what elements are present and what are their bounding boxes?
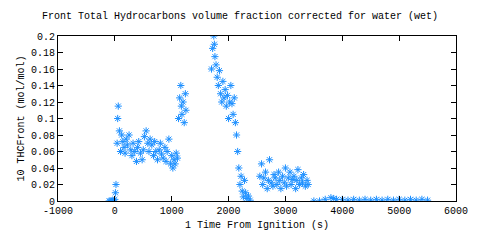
svg-text:4000: 4000 bbox=[330, 206, 354, 217]
svg-text:0.06: 0.06 bbox=[31, 147, 55, 158]
svg-text:3000: 3000 bbox=[273, 206, 297, 217]
svg-text:0: 0 bbox=[112, 206, 118, 217]
svg-text:1000: 1000 bbox=[160, 206, 184, 217]
svg-text:0.2: 0.2 bbox=[37, 32, 55, 43]
svg-text:0.02: 0.02 bbox=[31, 180, 55, 191]
svg-text:0.04: 0.04 bbox=[31, 164, 55, 175]
svg-text:1 Time From Ignition (s): 1 Time From Ignition (s) bbox=[185, 220, 329, 231]
svg-text:10 THCFront (mol/mol): 10 THCFront (mol/mol) bbox=[16, 55, 27, 181]
svg-text:0.14: 0.14 bbox=[31, 81, 55, 92]
svg-text:0.18: 0.18 bbox=[31, 48, 55, 59]
svg-text:0.08: 0.08 bbox=[31, 131, 55, 142]
svg-text:0.12: 0.12 bbox=[31, 98, 55, 109]
svg-text:0.16: 0.16 bbox=[31, 65, 55, 76]
svg-text:-1000: -1000 bbox=[43, 206, 73, 217]
svg-text:2000: 2000 bbox=[217, 206, 241, 217]
svg-text:0.1: 0.1 bbox=[37, 114, 55, 125]
svg-text:6000: 6000 bbox=[444, 206, 468, 217]
svg-text:5000: 5000 bbox=[387, 206, 411, 217]
svg-text:Front Total Hydrocarbons volum: Front Total Hydrocarbons volume fraction… bbox=[42, 11, 438, 22]
svg-text:0: 0 bbox=[49, 197, 55, 208]
